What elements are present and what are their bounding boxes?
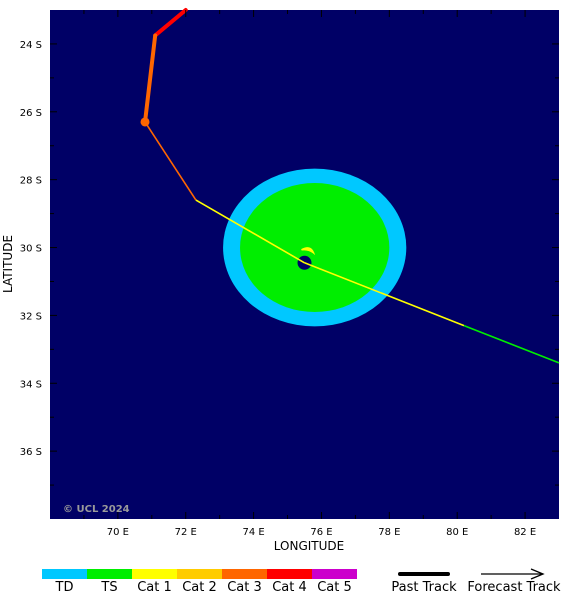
- legend-past-track-label: Past Track: [391, 580, 457, 595]
- legend-swatch-td: [42, 569, 87, 579]
- lon-tick-label: 78 E: [378, 527, 400, 538]
- past-track-segment: [153, 8, 188, 38]
- legend-forecast-arrow-icon: [530, 568, 545, 580]
- legend-label-cat-5: Cat 5: [317, 580, 352, 595]
- lat-tick-label: 36 S: [20, 447, 42, 458]
- lat-tick-label: 32 S: [20, 311, 42, 322]
- forecast-track-segment: [144, 121, 197, 201]
- x-axis-label: LONGITUDE: [274, 539, 344, 553]
- legend-swatch-cat-2: [177, 569, 222, 579]
- legend-label-ts: TS: [100, 580, 117, 595]
- legend-label-td: TD: [55, 580, 74, 595]
- lon-tick-label: 82 E: [514, 527, 536, 538]
- wind-radii: [223, 168, 407, 327]
- legend-swatch-cat-1: [132, 569, 177, 579]
- legend-label-cat-2: Cat 2: [182, 580, 217, 595]
- forecast-track-segment: [463, 324, 560, 364]
- legend-label-cat-4: Cat 4: [272, 580, 307, 595]
- storm-center-symbol: [301, 247, 316, 256]
- legend-label-cat-1: Cat 1: [137, 580, 172, 595]
- lon-tick-label: 74 E: [242, 527, 264, 538]
- lon-tick-label: 72 E: [175, 527, 197, 538]
- lat-tick-label: 24 S: [20, 40, 42, 51]
- past-track-segment: [143, 33, 158, 124]
- storm-tracks: [140, 8, 560, 364]
- forecast-track-segment: [304, 262, 465, 327]
- legend: TD TS Cat 1 Cat 2 Cat 3 Cat 4 Cat 5 Past Track F…: [42, 568, 561, 595]
- lat-tick-label: 30 S: [20, 244, 42, 255]
- wind-radius-ts: [240, 183, 390, 313]
- lon-tick-label: 76 E: [310, 527, 332, 538]
- copyright-text: © UCL 2024: [63, 504, 130, 515]
- legend-swatch-ts: [87, 569, 132, 579]
- lon-tick-label: 70 E: [107, 527, 129, 538]
- y-axis-label: LATITUDE: [1, 235, 15, 293]
- past-track-point: [140, 117, 150, 127]
- legend-label-cat-3: Cat 3: [227, 580, 262, 595]
- lon-tick-label: 80 E: [446, 527, 468, 538]
- legend-swatch-cat-4: [267, 569, 312, 579]
- legend-forecast-track-label: Forecast Track: [467, 580, 561, 595]
- lat-tick-label: 34 S: [20, 379, 42, 390]
- lat-tick-label: 26 S: [20, 108, 42, 119]
- lat-tick-label: 28 S: [20, 176, 42, 187]
- forecast-track-segment: [195, 199, 305, 264]
- legend-swatch-cat-3: [222, 569, 267, 579]
- legend-swatch-cat-5: [312, 569, 357, 579]
- axis-ticks: 24 S 26 S 28 S 30 S 32 S 34 S 36 S 70 E 72 E 74 E…: [20, 10, 559, 538]
